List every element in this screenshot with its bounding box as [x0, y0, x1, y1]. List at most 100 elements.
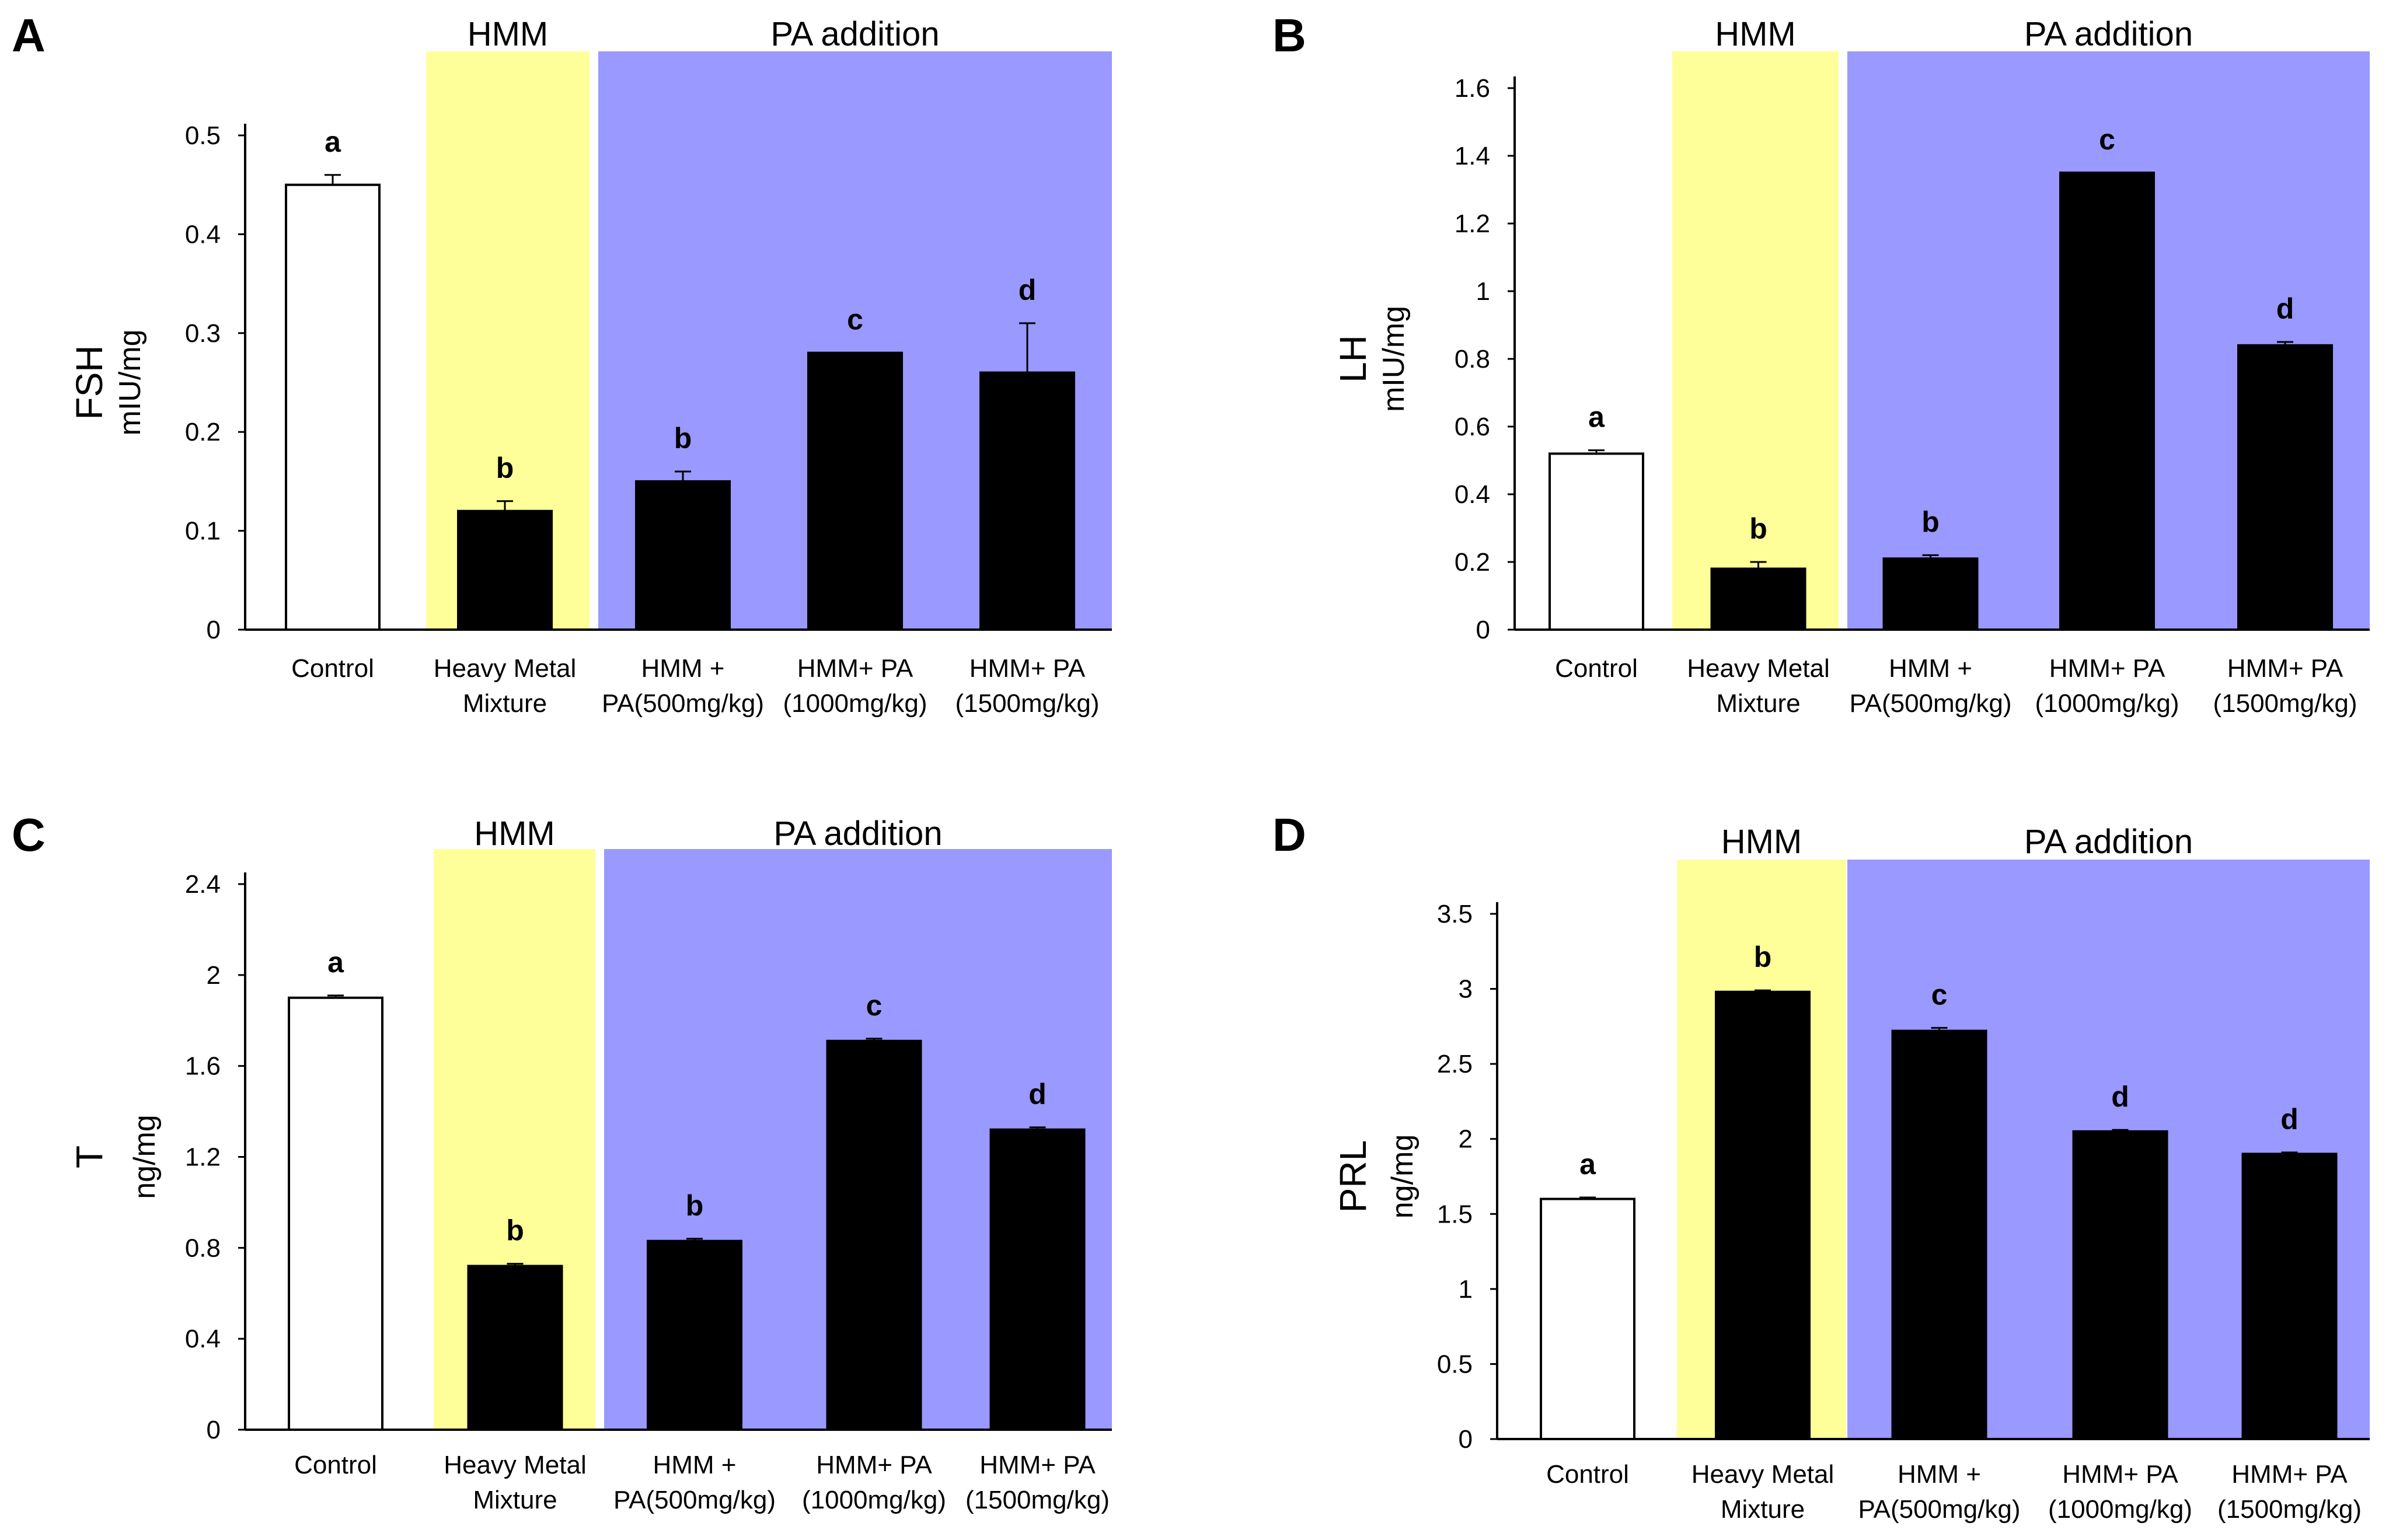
- category-label-line: (1500mg/kg): [955, 689, 1099, 718]
- bar: [1710, 567, 1806, 631]
- y-axis-unit: ng/mg: [1386, 1134, 1420, 1219]
- pa-addition-band-label: PA addition: [2024, 15, 2193, 53]
- y-tick-label: 0.6: [1455, 413, 1490, 441]
- category-label-line: PA(500mg/kg): [613, 1486, 776, 1514]
- y-tick-label: 0: [1476, 616, 1490, 644]
- chart-panel-b: HMM PA addition B 0 0.2 0.4 0.6 0.8 1 1.2 1.4 1.6 LH…: [1272, 9, 2370, 718]
- y-axis-unit: mIU/mg: [113, 330, 147, 436]
- category-label-line: HMM+ PA: [797, 654, 913, 683]
- bar: [467, 1265, 563, 1431]
- category-label-line: HMM +: [1889, 654, 1972, 683]
- y-tick-label: 0.8: [1455, 345, 1490, 373]
- bar: [979, 371, 1075, 631]
- y-tick-label: 3: [1459, 975, 1473, 1004]
- significance-label: c: [1931, 978, 1948, 1011]
- significance-label: b: [1749, 512, 1767, 545]
- category-label-line: (1500mg/kg): [2213, 689, 2357, 718]
- category-label: Heavy Metal Mixture: [444, 1451, 587, 1514]
- y-tick-label: 2.5: [1437, 1050, 1473, 1078]
- significance-label: a: [325, 125, 341, 158]
- category-label-line: (1500mg/kg): [2217, 1495, 2362, 1524]
- category-label-line: (1000mg/kg): [783, 689, 927, 718]
- category-label-line: Mixture: [1716, 689, 1800, 718]
- bar: [989, 1128, 1086, 1431]
- y-axis-title: FSH: [68, 345, 110, 420]
- significance-label: b: [1754, 941, 1772, 973]
- y-tick-label: 0.3: [185, 319, 221, 348]
- bar: [2059, 172, 2155, 631]
- hmm-band-label: HMM: [1721, 823, 1802, 861]
- category-label-line: Heavy Metal: [1687, 654, 1830, 683]
- y-axis-title: LH: [1332, 335, 1374, 383]
- hmm-band-label: HMM: [468, 15, 549, 53]
- category-label-line: HMM+ PA: [2227, 654, 2343, 683]
- y-tick-label: 1.2: [185, 1143, 221, 1172]
- significance-label: d: [1028, 1078, 1047, 1111]
- significance-label: b: [1921, 505, 1940, 538]
- bar: [288, 996, 383, 1431]
- y-tick-label: 0: [207, 616, 221, 644]
- category-label-line: (1000mg/kg): [802, 1486, 946, 1514]
- category-label-line: Control: [291, 654, 374, 683]
- significance-label: b: [674, 422, 692, 455]
- category-label-line: Control: [294, 1451, 377, 1479]
- significance-label: b: [686, 1189, 704, 1222]
- category-label-line: PA(500mg/kg): [1858, 1495, 2021, 1524]
- category-label: Control: [1555, 654, 1638, 683]
- category-label: Heavy Metal Mixture: [434, 654, 577, 718]
- category-label-line: HMM+ PA: [979, 1451, 1096, 1479]
- category-label-line: HMM+ PA: [969, 654, 1086, 683]
- category-label: HMM + PA(500mg/kg): [1850, 654, 2012, 718]
- category-label-line: HMM+ PA: [2062, 1460, 2178, 1489]
- category-label-line: (1500mg/kg): [965, 1486, 1110, 1514]
- y-tick-label: 2.4: [185, 870, 221, 899]
- y-tick-label: 0.5: [185, 121, 221, 150]
- significance-label: a: [1588, 401, 1605, 434]
- category-label-line: Heavy Metal: [1692, 1460, 1835, 1489]
- chart-panel-c: HMM PA addition C 0 0.4 0.8 1.2 1.6 2 2.4 T ng/mg a C…: [12, 809, 1112, 1514]
- y-tick-label: 0.4: [1455, 480, 1490, 509]
- significance-label: a: [1579, 1148, 1596, 1181]
- hmm-band-label: HMM: [474, 815, 555, 853]
- y-tick-label: 3.5: [1437, 900, 1473, 928]
- y-tick-label: 2: [1459, 1125, 1473, 1154]
- bar: [1540, 1197, 1635, 1441]
- chart-panel-d: HMM PA addition D 0 0.5 1 1.5 2 2.5 3 3.5 PRL ng/mg a…: [1272, 809, 2370, 1524]
- y-axis-unit: mIU/mg: [1377, 306, 1411, 412]
- bar: [635, 480, 731, 631]
- bar: [807, 351, 903, 631]
- significance-label: c: [847, 303, 863, 336]
- panel-letter: D: [1272, 809, 1306, 861]
- category-label: Control: [1546, 1460, 1629, 1489]
- panel-letter: B: [1272, 9, 1306, 61]
- bar: [2237, 344, 2333, 631]
- category-label: Heavy Metal Mixture: [1687, 654, 1830, 718]
- y-axis-title: PRL: [1332, 1140, 1374, 1213]
- category-label-line: Control: [1546, 1460, 1629, 1489]
- category-label: HMM + PA(500mg/kg): [1858, 1460, 2021, 1524]
- significance-label: d: [2280, 1103, 2299, 1136]
- bar: [285, 183, 381, 631]
- significance-label: d: [1019, 274, 1037, 306]
- y-tick-label: 1: [1476, 277, 1490, 306]
- category-label-line: HMM+ PA: [816, 1451, 932, 1479]
- bar: [1882, 557, 1979, 631]
- bar: [1549, 452, 1644, 631]
- y-tick-label: 0.2: [1455, 548, 1490, 577]
- category-label-line: PA(500mg/kg): [1850, 689, 2012, 718]
- panel-letter: C: [12, 809, 46, 861]
- significance-label: c: [866, 989, 883, 1022]
- y-tick-label: 2: [207, 961, 221, 990]
- category-label: HMM+ PA (1000mg/kg): [2048, 1460, 2192, 1524]
- y-tick-label: 0.5: [1437, 1350, 1473, 1378]
- category-label-line: HMM +: [641, 654, 725, 683]
- y-tick-label: 0: [1459, 1425, 1473, 1454]
- category-label: HMM + PA(500mg/kg): [602, 654, 764, 718]
- pa-addition-band-label: PA addition: [2024, 823, 2193, 861]
- significance-label: d: [2111, 1080, 2129, 1113]
- y-tick-label: 0.1: [185, 517, 221, 546]
- category-label-line: Mixture: [463, 689, 547, 718]
- category-label: HMM+ PA (1500mg/kg): [2213, 654, 2357, 718]
- category-label: HMM+ PA (1000mg/kg): [2035, 654, 2179, 718]
- category-label: HMM+ PA (1000mg/kg): [802, 1451, 946, 1514]
